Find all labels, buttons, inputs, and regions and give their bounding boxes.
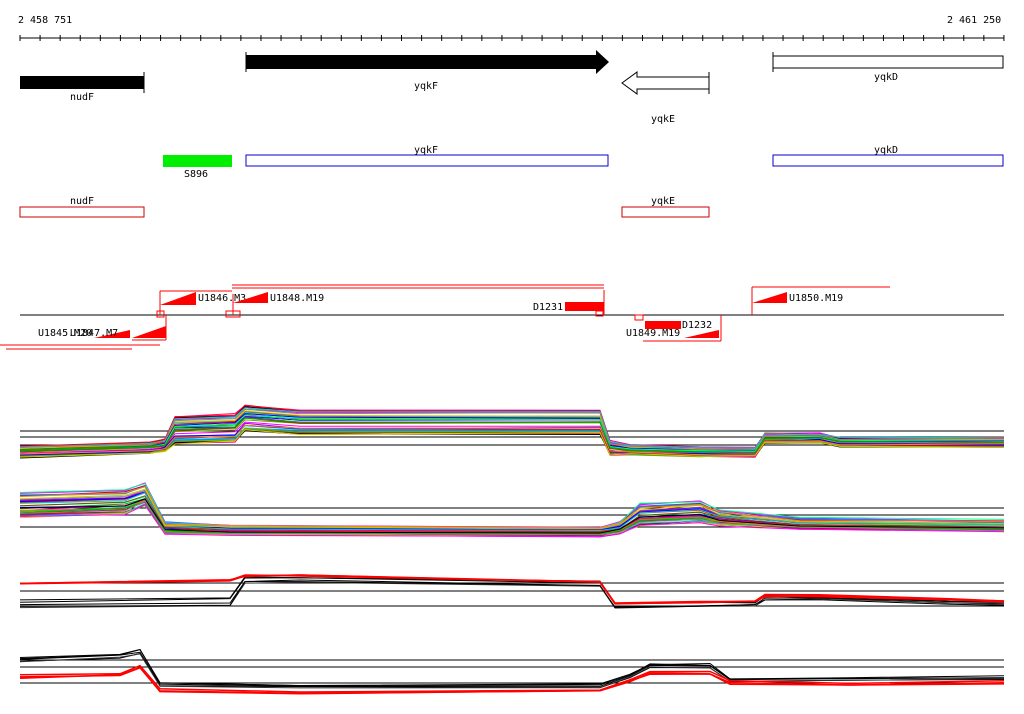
annotation-label-yqkE: yqkE	[651, 196, 675, 207]
feature-D1232[interactable]: D1232	[682, 320, 712, 331]
expression-profile-line	[19, 651, 1005, 687]
expression-profile-line	[19, 574, 1005, 604]
coordinate-ruler: 2 458 751 2 461 250	[18, 15, 1005, 41]
expression-profile-line	[19, 504, 1005, 538]
feature-label-U1845-M20: U1845.M20	[38, 328, 92, 339]
gene-yqkE[interactable]: yqkE	[621, 71, 710, 125]
gene-label-yqkD: yqkD	[874, 72, 898, 83]
gene-yqkF[interactable]: yqkF	[245, 50, 609, 92]
feature-label-U1850-M19: U1850.M19	[789, 293, 843, 304]
expression-track-1[interactable]	[19, 404, 1005, 459]
expression-profile-line	[19, 580, 1005, 609]
feature-label-D1232: D1232	[682, 320, 712, 331]
expression-profiles-3	[19, 574, 1005, 609]
feature-label-D1231: D1231	[533, 302, 563, 313]
annotation-yqkE[interactable]: yqkE	[621, 196, 710, 218]
feature-D1231[interactable]: D1231	[533, 290, 605, 317]
feature-label-U1846-M3: U1846.M3	[198, 293, 246, 304]
segment-S896[interactable]: S896	[163, 155, 232, 180]
feature-U1848-M19[interactable]: U1848.M19	[225, 292, 324, 318]
ruler-start-label: 2 458 751	[18, 15, 72, 26]
feature-U1849-M19[interactable]: U1849.M19	[626, 314, 722, 342]
annotation-track-blue: S896 yqkF yqkD	[163, 145, 1004, 180]
annotation-yqkD[interactable]: yqkD	[772, 145, 1004, 167]
gene-label-yqkE: yqkE	[651, 114, 675, 125]
gene-yqkD[interactable]: yqkD	[772, 52, 1004, 83]
expression-profile-line	[19, 491, 1005, 532]
expression-profile-line	[19, 664, 1005, 693]
expression-profile-line	[19, 424, 1005, 456]
expression-profile-line	[19, 428, 1005, 458]
expression-profiles-4	[19, 648, 1005, 695]
feature-label-U1847-M7: U1847.M7	[70, 328, 118, 339]
expression-profiles-2	[19, 482, 1005, 538]
gene-track: nudF yqkF yqkE yqkD	[20, 50, 1004, 125]
annotation-track-red: nudF yqkE	[19, 196, 710, 218]
annotation-nudF[interactable]: nudF	[19, 196, 145, 218]
expression-track-3[interactable]	[19, 574, 1005, 609]
expression-profile-line	[19, 414, 1005, 452]
expression-profile-line	[19, 648, 1005, 687]
gene-label-nudF: nudF	[70, 92, 94, 103]
annotation-yqkF[interactable]: yqkF	[245, 145, 609, 167]
expression-profile-line	[19, 498, 1005, 534]
segment-label-S896: S896	[184, 169, 208, 180]
ruler-end-label: 2 461 250	[947, 15, 1001, 26]
feature-U1847-M7[interactable]: U1847.M7	[70, 315, 167, 341]
feature-U1845-M20[interactable]: U1845.M20	[38, 328, 130, 339]
annotation-label-yqkF: yqkF	[414, 145, 438, 156]
expression-profile-line	[19, 488, 1005, 530]
ruler-ticks	[19, 35, 1005, 41]
annotation-label-yqkD: yqkD	[874, 145, 898, 156]
feature-U1846-M3[interactable]: U1846.M3	[156, 291, 246, 318]
expression-track-2[interactable]	[19, 482, 1005, 538]
gene-nudF[interactable]: nudF	[20, 72, 145, 103]
expression-profile-line	[19, 429, 1005, 458]
expression-profile-line	[19, 417, 1005, 453]
expression-profile-line	[19, 500, 1005, 536]
expression-profile-line	[19, 408, 1005, 451]
feature-track: U1846.M3 U1848.M19 D1231 U1850.M19 U1845…	[0, 284, 1004, 350]
expression-profile-line	[19, 486, 1005, 529]
expression-profiles-1	[19, 404, 1005, 459]
feature-label-U1848-M19: U1848.M19	[270, 293, 324, 304]
annotation-label-nudF: nudF	[70, 196, 94, 207]
expression-track-4[interactable]	[19, 648, 1005, 695]
expression-profile-line	[19, 574, 1005, 605]
feature-U1850-M19[interactable]: U1850.M19	[751, 286, 890, 315]
expression-profile-line	[19, 666, 1005, 695]
gene-label-yqkF: yqkF	[414, 81, 438, 92]
expression-profile-line	[19, 482, 1005, 529]
feature-label-U1849-M19: U1849.M19	[626, 328, 680, 339]
